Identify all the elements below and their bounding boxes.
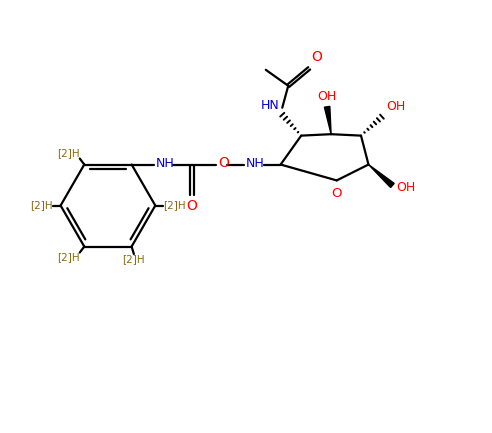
- Text: [2]H: [2]H: [163, 200, 185, 210]
- Text: [2]H: [2]H: [31, 200, 53, 210]
- Polygon shape: [324, 107, 331, 134]
- Text: NH: NH: [156, 157, 175, 170]
- Text: O: O: [218, 156, 229, 170]
- Text: NH: NH: [246, 157, 265, 170]
- Text: OH: OH: [317, 90, 337, 103]
- Text: OH: OH: [397, 181, 416, 194]
- Text: O: O: [332, 187, 342, 200]
- Text: OH: OH: [386, 100, 405, 113]
- Text: O: O: [311, 50, 323, 65]
- Text: [2]H: [2]H: [123, 254, 145, 264]
- Text: O: O: [186, 200, 197, 213]
- Polygon shape: [369, 165, 394, 187]
- Text: [2]H: [2]H: [57, 149, 80, 158]
- Text: HN: HN: [261, 99, 279, 112]
- Text: [2]H: [2]H: [57, 252, 80, 262]
